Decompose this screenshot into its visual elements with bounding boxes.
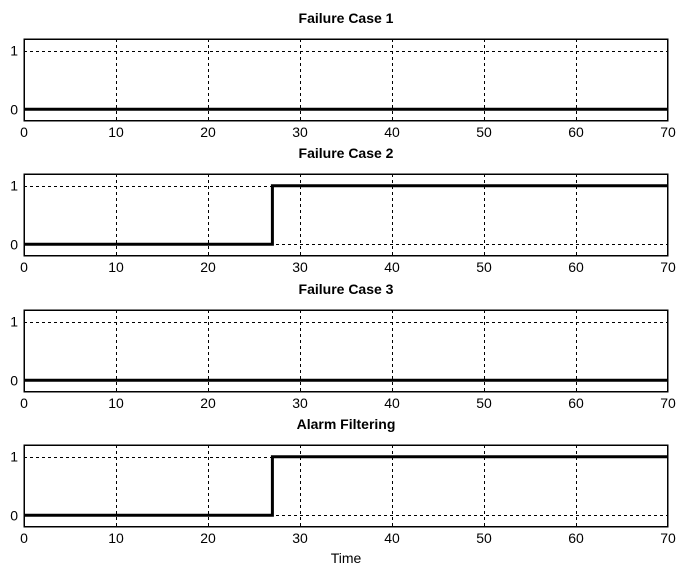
x-tick-label: 30 (292, 259, 308, 275)
x-tick-label: 40 (384, 530, 400, 546)
x-tick-label: 30 (292, 124, 308, 140)
x-tick-label: 10 (108, 530, 124, 546)
y-tick-label: 1 (10, 178, 18, 194)
x-tick-label: 10 (108, 259, 124, 275)
x-tick-label: 10 (108, 395, 124, 411)
x-tick-label: 30 (292, 395, 308, 411)
x-tick-label: 10 (108, 124, 124, 140)
x-tick-label: 60 (568, 124, 584, 140)
panel-title: Failure Case 3 (299, 281, 394, 297)
y-tick-label: 1 (10, 314, 18, 330)
x-tick-label: 0 (20, 530, 28, 546)
x-tick-label: 0 (20, 124, 28, 140)
x-tick-label: 20 (200, 124, 216, 140)
plot-border (24, 310, 668, 392)
x-tick-label: 40 (384, 124, 400, 140)
plot-border (24, 39, 668, 121)
y-tick-label: 0 (10, 101, 18, 117)
x-tick-label: 20 (200, 530, 216, 546)
plot-frame (23, 38, 669, 122)
x-tick-label: 50 (476, 259, 492, 275)
panel-title: Failure Case 2 (299, 145, 394, 161)
x-tick-label: 70 (660, 259, 676, 275)
x-tick-label: 30 (292, 530, 308, 546)
x-tick-label: 0 (20, 395, 28, 411)
x-tick-label: 50 (476, 395, 492, 411)
y-tick-label: 1 (10, 43, 18, 59)
plot-frame (23, 309, 669, 393)
x-tick-label: 70 (660, 124, 676, 140)
x-tick-label: 60 (568, 530, 584, 546)
panel-title: Failure Case 1 (299, 10, 394, 26)
x-tick-label: 20 (200, 395, 216, 411)
plot-frame (23, 173, 669, 257)
series-line (24, 455, 668, 517)
x-tick-label: 20 (200, 259, 216, 275)
x-tick-label: 60 (568, 259, 584, 275)
series-line (24, 184, 668, 246)
x-tick-label: 50 (476, 124, 492, 140)
panel-title: Alarm Filtering (297, 416, 396, 432)
plot-border (24, 445, 668, 527)
x-tick-label: 0 (20, 259, 28, 275)
y-tick-label: 0 (10, 372, 18, 388)
y-tick-label: 0 (10, 507, 18, 523)
x-tick-label: 60 (568, 395, 584, 411)
x-tick-label: 70 (660, 530, 676, 546)
x-tick-label: 50 (476, 530, 492, 546)
plot-border (24, 174, 668, 256)
x-tick-label: 70 (660, 395, 676, 411)
y-tick-label: 0 (10, 236, 18, 252)
x-tick-label: 40 (384, 259, 400, 275)
y-tick-label: 1 (10, 449, 18, 465)
x-axis-label: Time (331, 550, 362, 566)
x-tick-label: 40 (384, 395, 400, 411)
